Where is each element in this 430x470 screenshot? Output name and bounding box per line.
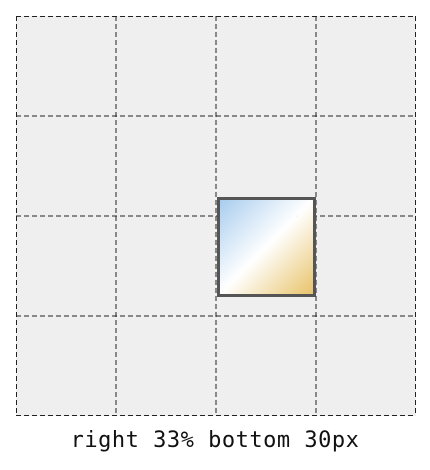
position-caption: right 33% bottom 30px <box>0 424 430 458</box>
dashed-grid <box>16 16 416 416</box>
positioned-image-tile <box>217 197 316 297</box>
position-demo-area <box>16 16 416 416</box>
diagonal-gradient-image <box>220 200 313 294</box>
